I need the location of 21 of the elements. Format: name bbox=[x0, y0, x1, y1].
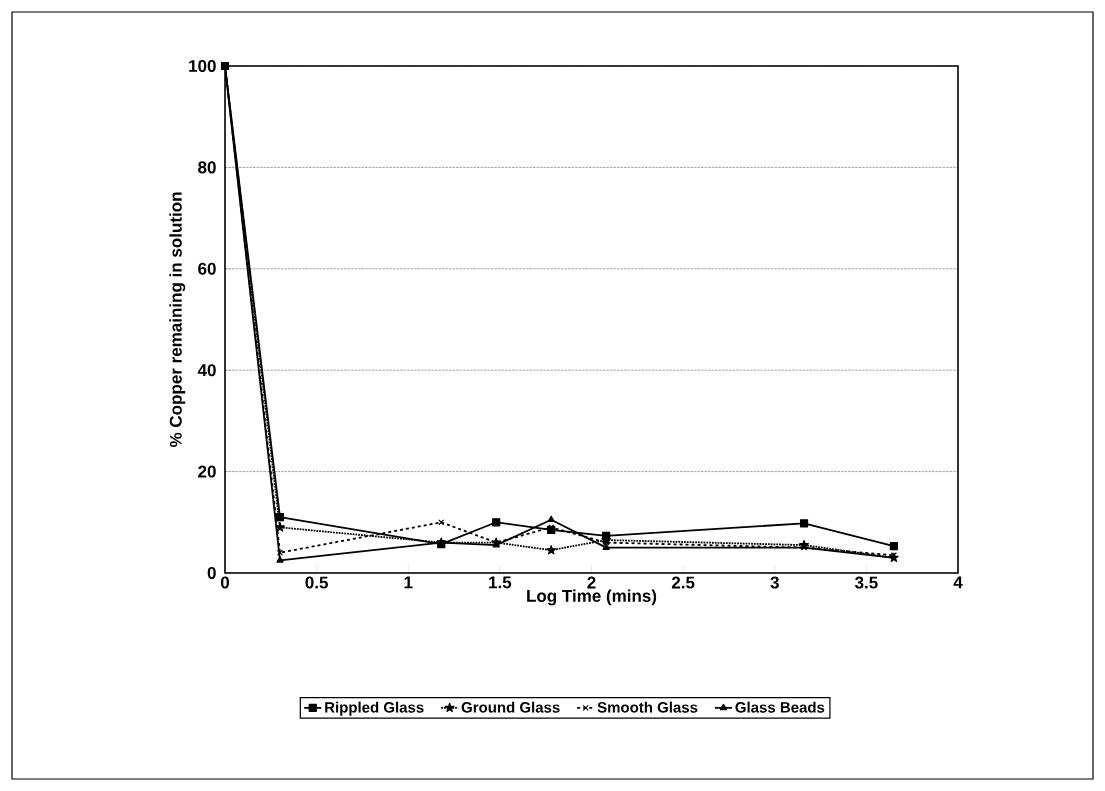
legend-label: Glass Beads bbox=[735, 701, 825, 713]
x-tick-label: 1 bbox=[404, 576, 413, 589]
y-tick-label: 0 bbox=[207, 566, 216, 580]
x-tick-label: 2 bbox=[587, 576, 596, 589]
y-tick-label: 40 bbox=[197, 364, 216, 377]
y-tick-label: 60 bbox=[198, 262, 216, 275]
y-tick-label: 80 bbox=[198, 161, 216, 174]
x-tick-label: 3 bbox=[770, 576, 779, 589]
y-tick-label: 20 bbox=[198, 465, 216, 478]
y-tick-label: 100 bbox=[189, 59, 216, 73]
y-axis-title: % Copper remaining in solution bbox=[169, 192, 186, 448]
x-tick-label: 2.5 bbox=[671, 576, 695, 589]
x-tick-label: 0 bbox=[220, 576, 230, 589]
legend-label: Rippled Glass bbox=[325, 701, 424, 716]
legend-label: Ground Glass bbox=[461, 701, 560, 713]
legend-label: Smooth Glass bbox=[597, 701, 698, 713]
x-tick-label: 3.5 bbox=[854, 576, 878, 589]
x-axis-title: Log Time (mins) bbox=[527, 589, 657, 606]
x-tick-label: 4 bbox=[953, 576, 963, 589]
x-tick-label: 0.5 bbox=[305, 576, 328, 589]
x-tick-label: 1.5 bbox=[489, 576, 512, 589]
